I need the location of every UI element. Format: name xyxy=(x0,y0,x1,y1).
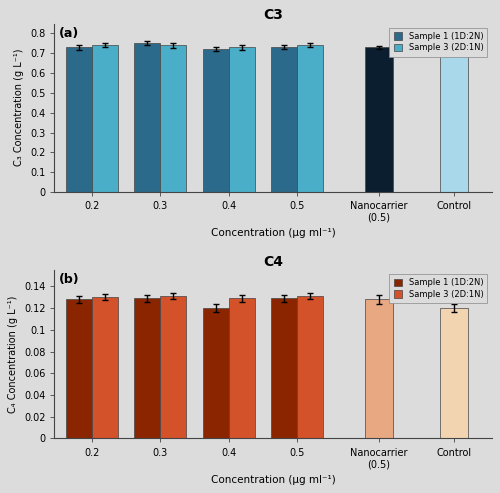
Bar xyxy=(271,47,297,192)
Bar xyxy=(160,296,186,438)
Bar xyxy=(160,45,186,192)
Bar xyxy=(92,45,118,192)
Bar xyxy=(297,296,323,438)
Text: (a): (a) xyxy=(59,27,79,40)
Legend: Sample 1 (1D:2N), Sample 3 (2D:1N): Sample 1 (1D:2N), Sample 3 (2D:1N) xyxy=(390,28,488,57)
Bar xyxy=(297,45,323,192)
Bar xyxy=(228,47,254,192)
X-axis label: Concentration (μg ml⁻¹): Concentration (μg ml⁻¹) xyxy=(210,228,336,238)
Bar xyxy=(134,43,160,192)
Title: C4: C4 xyxy=(263,255,283,269)
Bar xyxy=(202,49,228,192)
Bar xyxy=(364,47,393,192)
Bar xyxy=(202,308,228,438)
Bar xyxy=(364,299,393,438)
Bar xyxy=(66,47,92,192)
X-axis label: Concentration (μg ml⁻¹): Concentration (μg ml⁻¹) xyxy=(210,475,336,485)
Bar xyxy=(92,297,118,438)
Y-axis label: C₃ Concentration (g L⁻¹): C₃ Concentration (g L⁻¹) xyxy=(14,49,24,167)
Bar xyxy=(271,298,297,438)
Bar xyxy=(440,49,468,192)
Text: (b): (b) xyxy=(59,274,80,286)
Legend: Sample 1 (1D:2N), Sample 3 (2D:1N): Sample 1 (1D:2N), Sample 3 (2D:1N) xyxy=(390,274,488,303)
Bar xyxy=(440,308,468,438)
Bar xyxy=(228,298,254,438)
Bar xyxy=(66,299,92,438)
Bar xyxy=(134,298,160,438)
Y-axis label: C₄ Concentration (g L⁻¹): C₄ Concentration (g L⁻¹) xyxy=(8,296,18,413)
Title: C3: C3 xyxy=(263,8,283,22)
